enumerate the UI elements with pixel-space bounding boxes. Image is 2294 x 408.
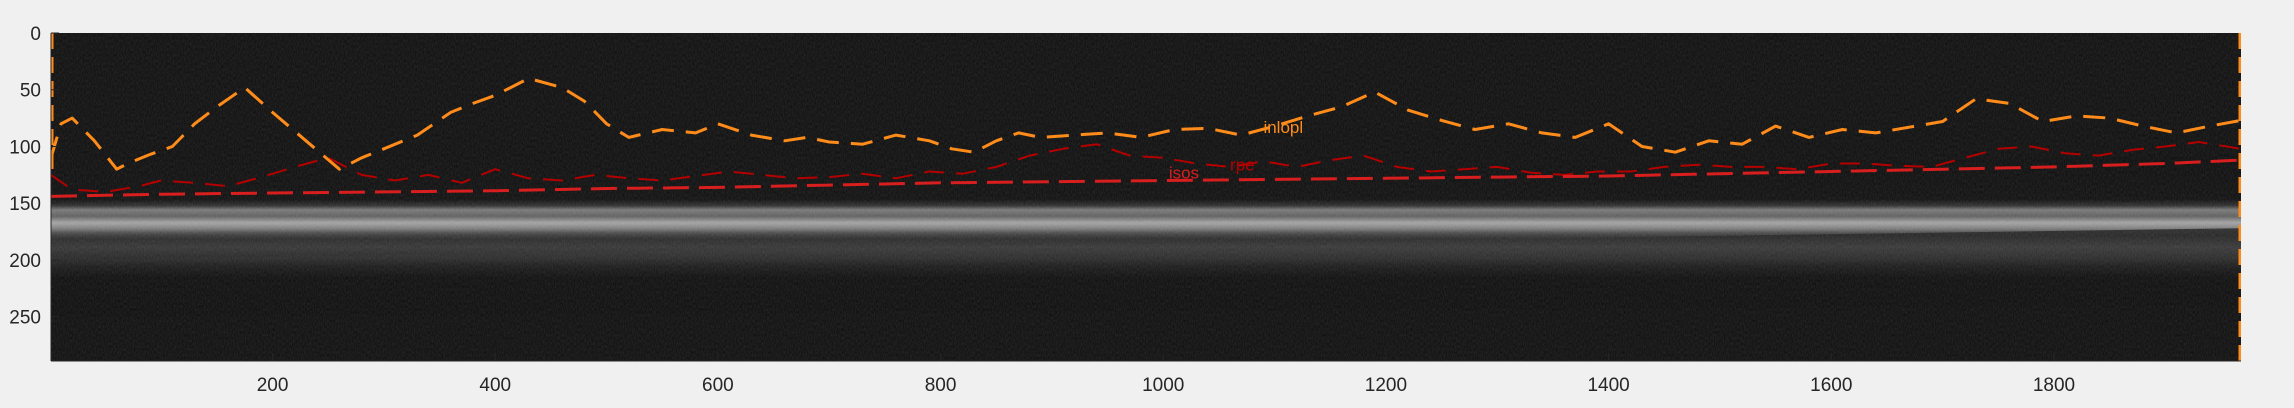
annotation-rpe: rpe [1230,155,1255,174]
series-line-rpe [51,141,2241,193]
series-layer [51,33,2241,361]
series-line-isos [51,158,2241,198]
y-tick-label: 150 [9,194,41,215]
x-tick-label: 800 [925,375,957,396]
x-tick-label: 1400 [1587,375,1629,396]
x-tick-label: 200 [257,375,289,396]
y-tick-label: 0 [30,24,41,45]
x-axis: 200 400 600 800 1000 1200 1400 1600 1800 [257,353,2075,396]
annotation-isos: isos [1169,163,1199,182]
annotation-inlopl: inlopl [1263,118,1303,137]
annotation-layer: inlopl isos rpe [1169,118,1303,182]
x-tick-label: 1200 [1365,375,1407,396]
x-tick-label: 400 [479,375,511,396]
y-axis: 0 50 100 150 200 250 [9,24,59,329]
series-line-inlopl [51,76,2241,171]
y-tick-label: 100 [9,137,41,158]
image-speckle [51,33,2241,361]
y-tick-label: 50 [20,81,41,102]
y-tick-label: 200 [9,251,41,272]
x-tick-label: 1800 [2033,375,2075,396]
x-tick-label: 600 [702,375,734,396]
y-tick-label: 250 [9,308,41,329]
x-tick-label: 1600 [1810,375,1852,396]
x-tick-label: 1000 [1142,375,1184,396]
